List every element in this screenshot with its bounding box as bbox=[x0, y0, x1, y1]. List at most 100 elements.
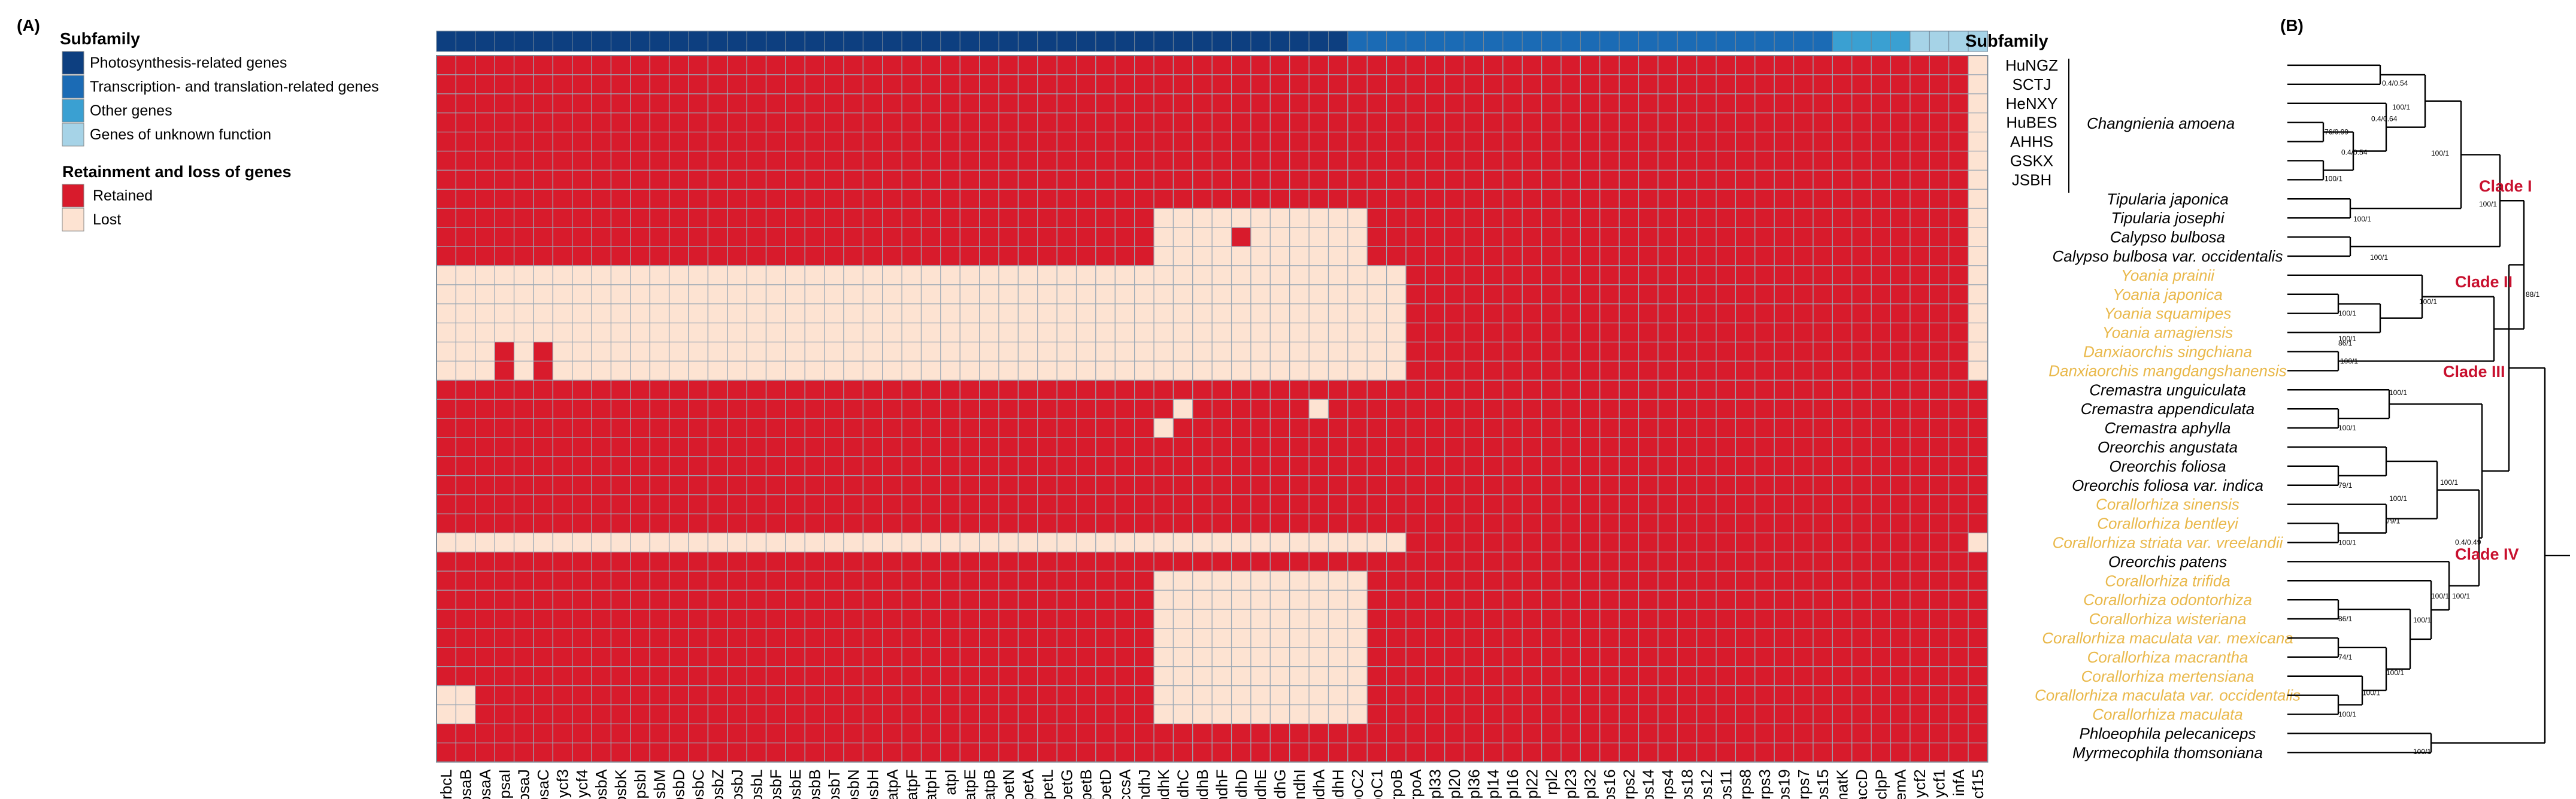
cell-19-atpH bbox=[920, 418, 941, 438]
cell-14-petD bbox=[1095, 322, 1116, 343]
cell-32-infA bbox=[1948, 666, 1969, 686]
support-nwi2: 100/1 bbox=[2413, 616, 2431, 624]
cell-32-rps3 bbox=[1754, 666, 1775, 686]
cell-9-rbcL bbox=[436, 227, 456, 247]
clade-label-3: Clade III bbox=[2443, 363, 2505, 381]
cell-1-rpoB bbox=[1386, 74, 1407, 95]
cell-17-rpl14 bbox=[1483, 379, 1504, 400]
cell-18-petL bbox=[1037, 399, 1057, 419]
cell-20-psbA bbox=[591, 437, 612, 457]
gene-label-ndhH: ndhH bbox=[1329, 769, 1347, 799]
cell-24-psbA bbox=[591, 513, 612, 534]
cell-32-psbH bbox=[862, 666, 883, 686]
cell-4-rpl2 bbox=[1541, 132, 1562, 152]
cell-3-petL bbox=[1037, 113, 1057, 133]
cell-21-rpoC1 bbox=[1366, 456, 1387, 476]
subfamily-cell-rps4 bbox=[1657, 31, 1678, 52]
support-n3456: 0.4/0.54 bbox=[2341, 148, 2368, 157]
subfamily-cell-rps8 bbox=[1735, 31, 1756, 52]
cell-32-psbK bbox=[610, 666, 631, 686]
cell-16-psbC bbox=[688, 360, 708, 381]
cell-29-ndhK bbox=[1153, 609, 1174, 629]
cell-19-rps12 bbox=[1696, 418, 1717, 438]
cell-16-accD bbox=[1851, 360, 1872, 381]
cell-2-petG bbox=[1056, 93, 1077, 114]
cell-4-psbF bbox=[765, 132, 786, 152]
cell-11-petN bbox=[998, 265, 1019, 285]
subfamily-cell-clpP bbox=[1871, 31, 1892, 52]
cell-15-atpA bbox=[882, 341, 902, 361]
cell-27-atpF bbox=[901, 570, 922, 591]
cell-18-rps15 bbox=[1813, 399, 1833, 419]
cell-4-psbD bbox=[668, 132, 689, 152]
cell-0-rbcL bbox=[436, 55, 456, 75]
cell-17-petD bbox=[1095, 379, 1116, 400]
cell-24-rps2 bbox=[1619, 513, 1639, 534]
cell-3-psbZ bbox=[707, 113, 728, 133]
cell-10-rbcL bbox=[436, 246, 456, 266]
cell-19-psbB bbox=[804, 418, 825, 438]
cell-24-psaI bbox=[494, 513, 515, 534]
cell-12-psaC bbox=[533, 284, 553, 305]
cell-9-ndhD bbox=[1231, 227, 1251, 247]
cell-36-petD bbox=[1095, 742, 1116, 762]
cell-7-petN bbox=[998, 189, 1019, 209]
cell-2-psbZ bbox=[707, 93, 728, 114]
cell-30-ndhG bbox=[1269, 628, 1290, 648]
cell-10-psbE bbox=[785, 246, 805, 266]
cell-12-rpl20 bbox=[1444, 284, 1465, 305]
cell-32-petL bbox=[1037, 666, 1057, 686]
cell-19-rps14 bbox=[1638, 418, 1659, 438]
cell-31-clpP bbox=[1871, 647, 1892, 667]
cell-23-psbB bbox=[804, 494, 825, 515]
cell-23-ndhJ bbox=[1134, 494, 1154, 515]
cell-12-psbL bbox=[746, 284, 767, 305]
cell-7-atpI bbox=[940, 189, 960, 209]
cell-20-atpE bbox=[959, 437, 980, 457]
subfamily-cell-rpoC1 bbox=[1366, 31, 1387, 52]
cell-8-psbC bbox=[688, 208, 708, 228]
cell-15-psbD bbox=[668, 341, 689, 361]
cell-7-psbC bbox=[688, 189, 708, 209]
cell-23-ndhK bbox=[1153, 494, 1174, 515]
subfamily-cell-petA bbox=[1017, 31, 1038, 52]
cell-19-atpB bbox=[979, 418, 999, 438]
cell-8-atpH bbox=[920, 208, 941, 228]
cell-7-petB bbox=[1075, 189, 1096, 209]
cell-35-atpH bbox=[920, 723, 941, 743]
cell-13-rps14 bbox=[1638, 303, 1659, 324]
taxon-label-0: HuNGZ bbox=[2005, 56, 2058, 74]
cell-6-psbA bbox=[591, 169, 612, 190]
cell-2-rps3 bbox=[1754, 93, 1775, 114]
cell-13-atpE bbox=[959, 303, 980, 324]
cell-36-psbA bbox=[591, 742, 612, 762]
cell-24-atpF bbox=[901, 513, 922, 534]
cell-26-ndhI bbox=[1289, 551, 1310, 572]
cell-15-rps19 bbox=[1774, 341, 1795, 361]
cell-23-psbJ bbox=[727, 494, 747, 515]
cell-29-rps12 bbox=[1696, 609, 1717, 629]
cell-13-rpl36 bbox=[1463, 303, 1484, 324]
cell-36-clpP bbox=[1871, 742, 1892, 762]
cell-4-rps18 bbox=[1677, 132, 1698, 152]
cell-31-ndhF bbox=[1211, 647, 1232, 667]
cell-10-atpA bbox=[882, 246, 902, 266]
cell-35-psbL bbox=[746, 723, 767, 743]
cell-12-clpP bbox=[1871, 284, 1892, 305]
cell-17-petN bbox=[998, 379, 1019, 400]
cell-24-rpl20 bbox=[1444, 513, 1465, 534]
cell-6-rpl22 bbox=[1522, 169, 1542, 190]
cell-12-ycf3 bbox=[552, 284, 573, 305]
cell-7-rps7 bbox=[1793, 189, 1814, 209]
cell-16-psaI bbox=[494, 360, 515, 381]
cell-35-atpB bbox=[979, 723, 999, 743]
cell-14-ndhH bbox=[1328, 322, 1348, 343]
cell-29-ndhG bbox=[1269, 609, 1290, 629]
cell-27-ndhE bbox=[1250, 570, 1271, 591]
cell-14-ycf4 bbox=[572, 322, 592, 343]
cell-9-rpl36 bbox=[1463, 227, 1484, 247]
cell-25-ndhG bbox=[1269, 532, 1290, 552]
cell-32-atpE bbox=[959, 666, 980, 686]
cell-24-psbI bbox=[630, 513, 650, 534]
cell-4-atpF bbox=[901, 132, 922, 152]
